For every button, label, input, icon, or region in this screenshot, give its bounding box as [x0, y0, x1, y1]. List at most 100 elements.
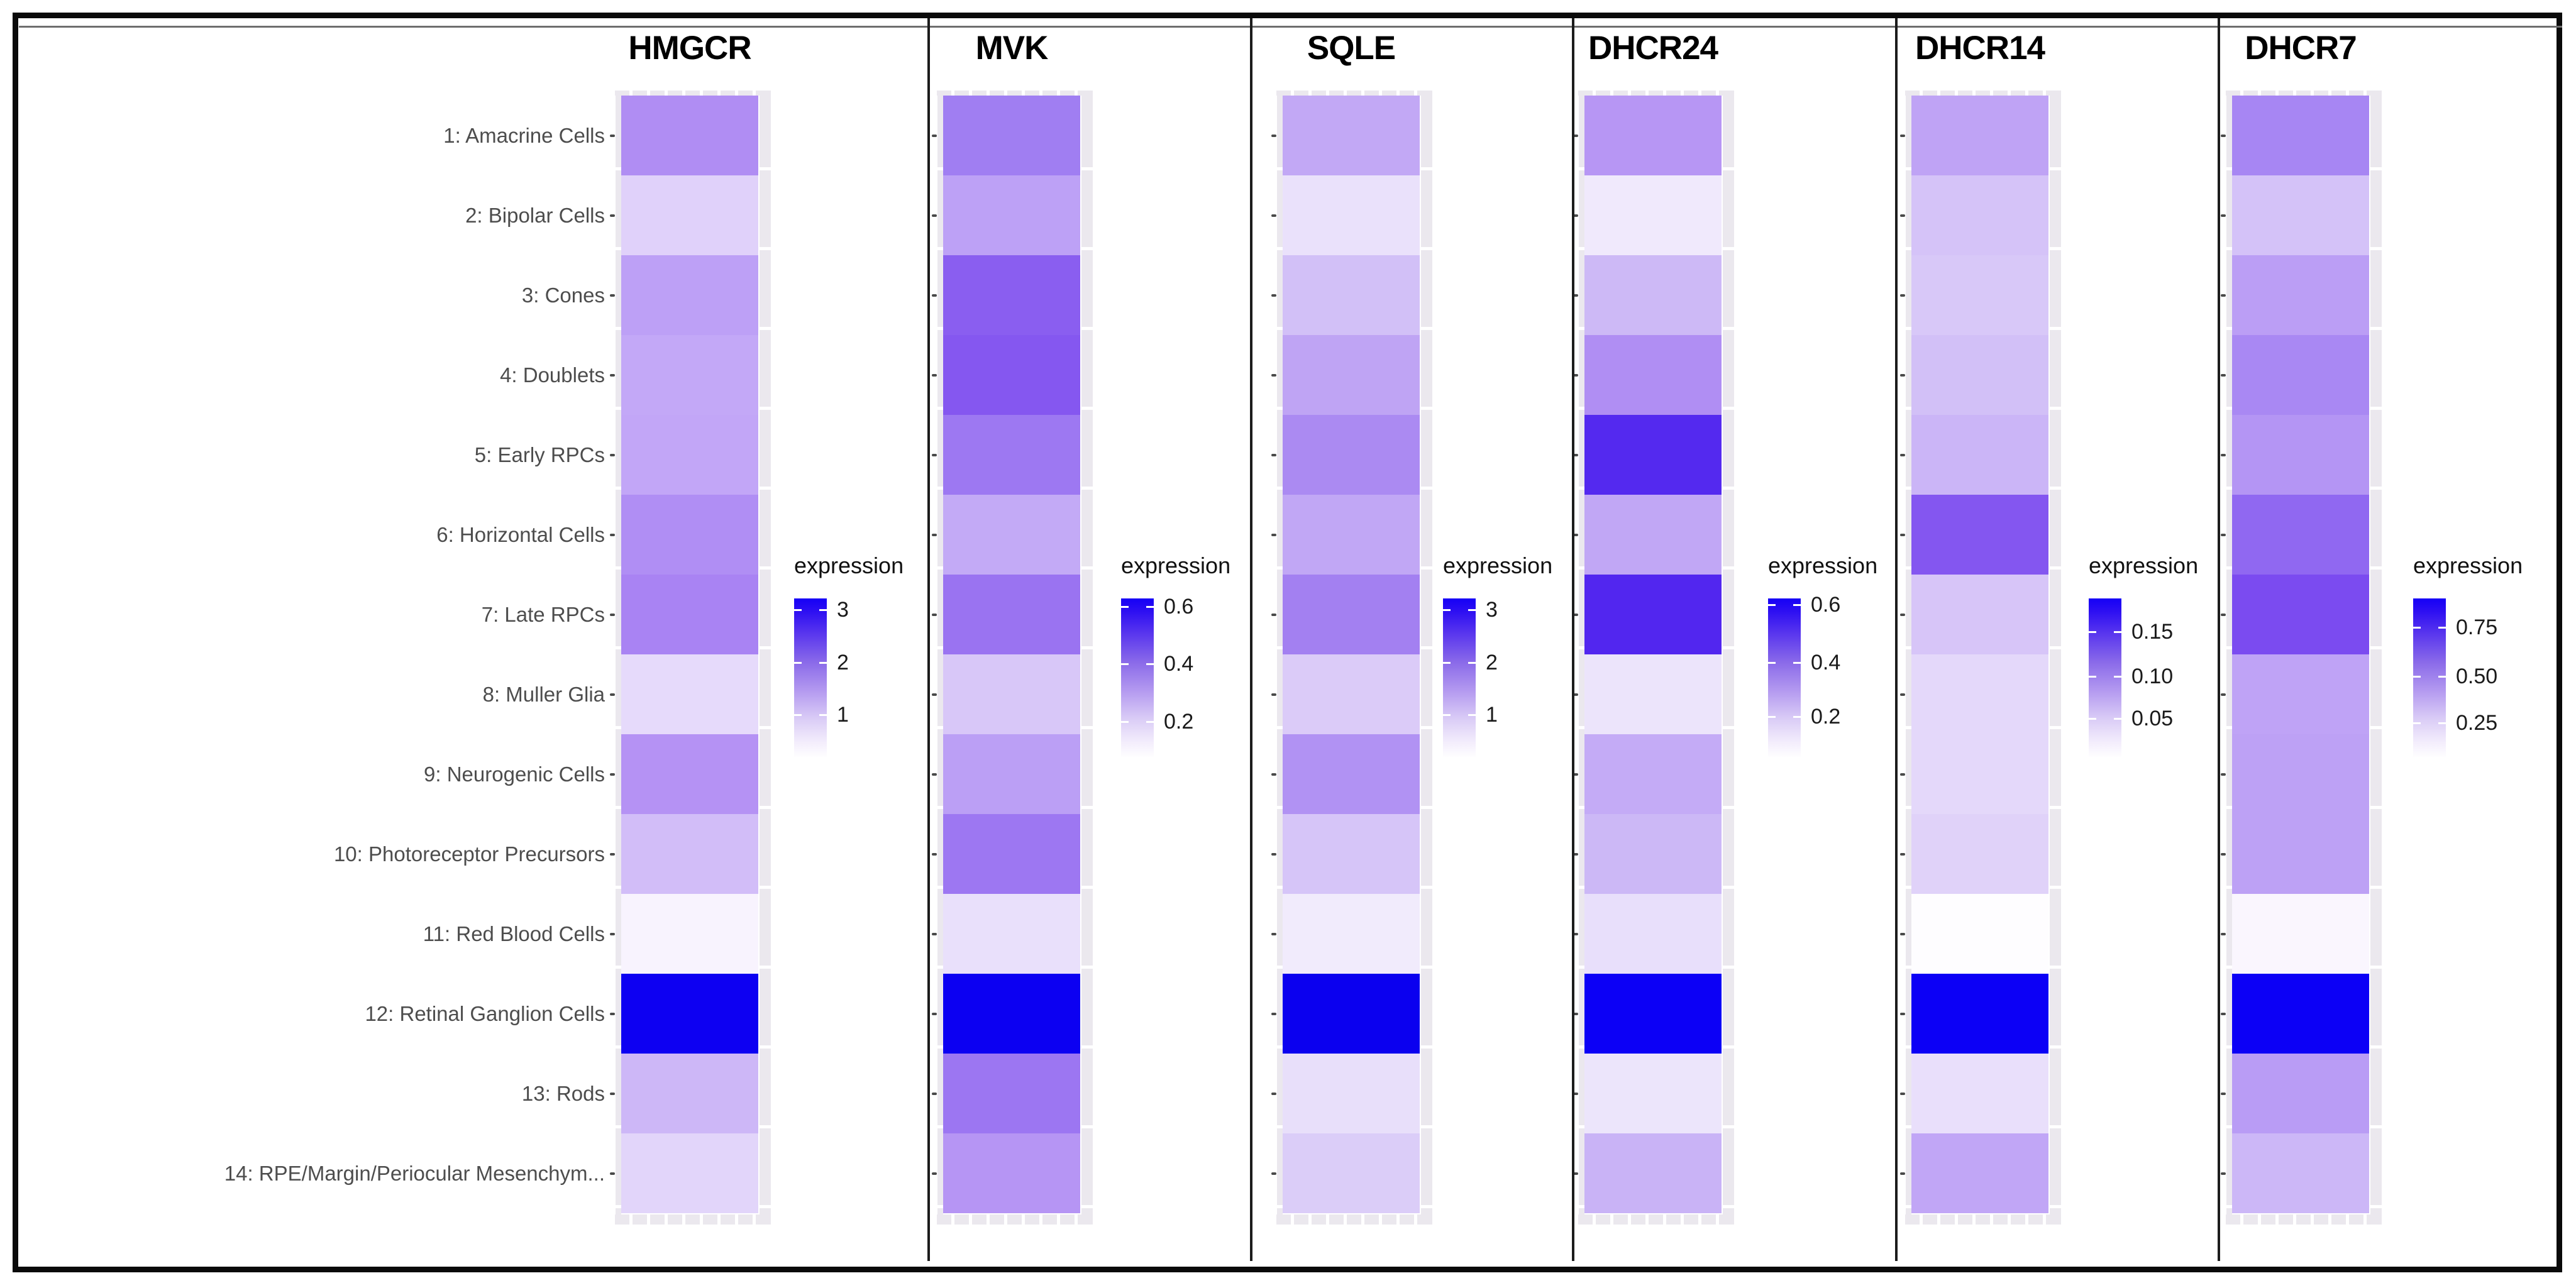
heatmap-cell — [943, 894, 1080, 974]
row-tick — [1271, 773, 1276, 776]
heatmap-cell — [1584, 974, 1722, 1054]
row-label: 10: Photoreceptor Precursors — [333, 842, 605, 866]
axis-strip-bottom — [1578, 1214, 1734, 1225]
legend-tick-label: 3 — [837, 597, 849, 622]
row-tick — [1573, 932, 1578, 935]
legend-tick-dash — [819, 661, 827, 664]
heatmap-cell — [1911, 654, 2048, 734]
row-tick — [2221, 453, 2226, 456]
legend-gradient-bar — [1121, 598, 1154, 758]
heatmap-cell — [621, 1133, 758, 1213]
heatmap-cell — [2232, 814, 2369, 894]
heatmap-cell — [1283, 894, 1420, 974]
legend-tick-dash — [1468, 661, 1476, 664]
heatmap-cell — [1283, 415, 1420, 495]
legend-tick-dash — [1443, 714, 1451, 717]
legend-tick-dash — [794, 661, 802, 664]
axis-strip-left — [616, 91, 621, 1225]
legend-tick-label: 0.4 — [1164, 652, 1194, 676]
row-tick — [1573, 533, 1578, 536]
heatmap-cell — [1584, 175, 1722, 255]
row-tick — [1271, 613, 1276, 616]
heatmap-cell — [943, 1133, 1080, 1213]
heatmap-cell — [1584, 495, 1722, 575]
row-tick — [1900, 373, 1905, 377]
panel-divider — [1572, 18, 1574, 1261]
row-tick — [1271, 1012, 1276, 1015]
row-tick — [1271, 1092, 1276, 1095]
row-tick — [2221, 932, 2226, 935]
legend-tick-dash — [2413, 722, 2421, 725]
legend-tick-label: 0.05 — [2131, 706, 2174, 730]
row-tick — [932, 773, 937, 776]
heatmap-column-dhcr14 — [1911, 96, 2048, 1213]
axis-strip-top — [937, 91, 1093, 96]
row-tick — [2221, 1012, 2226, 1015]
row-tick — [932, 134, 937, 137]
legend-tick-label: 0.50 — [2456, 664, 2498, 689]
heatmap-cell — [2232, 1133, 2369, 1213]
legend-tick-label: 3 — [1486, 597, 1498, 622]
row-tick — [932, 373, 937, 377]
row-tick — [932, 1092, 937, 1095]
heatmap-cell — [621, 654, 758, 734]
gene-title: SQLE — [1307, 30, 1396, 67]
legend-title: expression — [794, 553, 904, 578]
row-tick — [610, 1172, 615, 1175]
legend-tick-label: 0.25 — [2456, 711, 2498, 735]
row-tick — [932, 613, 937, 616]
heatmap-column-dhcr7 — [2232, 96, 2369, 1213]
heatmap-cell — [1911, 974, 2048, 1054]
row-label: 13: Rods — [521, 1081, 605, 1105]
row-tick — [932, 932, 937, 935]
heatmap-column-hmgcr — [621, 96, 758, 1213]
heatmap-cell — [2232, 894, 2369, 974]
panel-divider — [2218, 18, 2220, 1261]
row-tick — [1573, 773, 1578, 776]
legend-tick-label: 0.10 — [2131, 664, 2174, 689]
row-label: 5: Early RPCs — [474, 443, 605, 466]
row-tick — [1271, 932, 1276, 935]
axis-strip-right — [1723, 91, 1734, 1225]
row-tick — [2221, 533, 2226, 536]
axis-strip-right — [1421, 91, 1432, 1225]
heatmap-cell — [943, 734, 1080, 814]
axis-strip-bottom — [1276, 1214, 1432, 1225]
legend-tick-label: 0.6 — [1811, 593, 1841, 617]
axis-strip-left — [1906, 91, 1911, 1225]
row-tick — [1573, 1172, 1578, 1175]
heatmap-cell — [943, 814, 1080, 894]
row-tick — [610, 214, 615, 217]
gene-title: DHCR24 — [1588, 30, 1718, 67]
row-tick — [1900, 693, 1905, 696]
heatmap-cell — [1911, 894, 2048, 974]
legend-gradient-bar — [2413, 598, 2446, 758]
legend-title: expression — [1768, 553, 1878, 578]
axis-strip-top — [1276, 91, 1432, 96]
row-tick — [2221, 373, 2226, 377]
heatmap-cell — [1283, 1133, 1420, 1213]
legend-tick-dash — [819, 714, 827, 717]
heatmap-cell — [2232, 1054, 2369, 1133]
heatmap-cell — [2232, 974, 2369, 1054]
heatmap-cell — [621, 894, 758, 974]
legend-tick-dash — [2114, 631, 2121, 634]
axis-strip-right — [1081, 91, 1093, 1225]
heatmap-cell — [1283, 575, 1420, 654]
axis-strip-top — [615, 91, 771, 96]
row-label: 7: Late RPCs — [481, 602, 605, 626]
heatmap-cell — [2232, 255, 2369, 335]
heatmap-cell — [1283, 175, 1420, 255]
axis-strip-bottom — [615, 1214, 771, 1225]
heatmap-cell — [1911, 734, 2048, 814]
heatmap-cell — [943, 654, 1080, 734]
axis-strip-left — [937, 91, 943, 1225]
heatmap-cell — [2232, 575, 2369, 654]
heatmap-cell — [1283, 1054, 1420, 1133]
gene-title: DHCR7 — [2245, 30, 2357, 67]
heatmap-cell — [2232, 175, 2369, 255]
heatmap-column-sqle — [1283, 96, 1420, 1213]
row-tick — [610, 533, 615, 536]
row-tick — [1573, 373, 1578, 377]
